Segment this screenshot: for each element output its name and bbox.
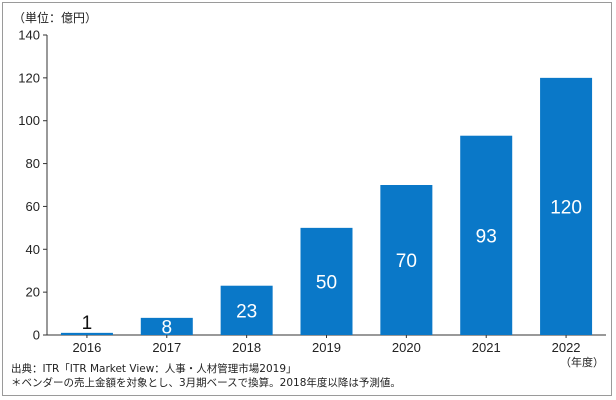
bar [380,185,433,335]
source-note: 出典：ITR「ITR Market View：人事・人材管理市場2019」 [11,363,297,375]
bar [300,227,353,335]
x-unit-label: （年度） [560,355,604,369]
chart-frame: （単位：億円） 0 20 40 60 80 100 120 140 1 2016 8 2017 23 20… [2,2,612,396]
x-tick-label: 2017 [152,340,181,355]
y-tick-label: 100 [18,113,40,128]
x-tick-label: 2019 [312,340,341,355]
x-tick-label: 2020 [392,340,421,355]
data-label: 23 [236,301,257,322]
chart-footer: 出典：ITR「ITR Market View：人事・人材管理市場2019」 ＊ベ… [11,362,401,390]
y-tick-label: 140 [18,28,40,43]
x-tick-label: 2022 [552,340,581,355]
footnote: ＊ベンダーの売上金額を対象とし、3月期ベースで換算。2018年度以降は予測値。 [11,377,401,389]
data-label: 70 [396,251,417,272]
y-tick-label: 80 [26,156,40,171]
bar-chart: 0 20 40 60 80 100 120 140 1 2016 8 2017 23 2018 50 2019… [18,28,606,369]
data-label: 50 [316,272,337,293]
y-tick-label: 120 [18,70,40,85]
y-tick-label: 40 [26,242,40,257]
y-tick-label: 0 [33,328,40,343]
y-tick-label: 60 [26,199,40,214]
bar [60,332,113,335]
data-label: 1 [82,313,93,334]
y-tick-label: 20 [26,285,40,300]
x-tick-label: 2016 [72,340,101,355]
data-label: 93 [476,226,497,247]
data-label: 120 [550,197,582,218]
data-label: 8 [161,317,172,338]
x-tick-label: 2021 [472,340,501,355]
bar [220,285,273,335]
x-tick-label: 2018 [232,340,261,355]
bar [540,77,593,335]
unit-label: （単位：億円） [13,11,98,25]
bar [460,135,513,335]
bar [140,317,193,335]
